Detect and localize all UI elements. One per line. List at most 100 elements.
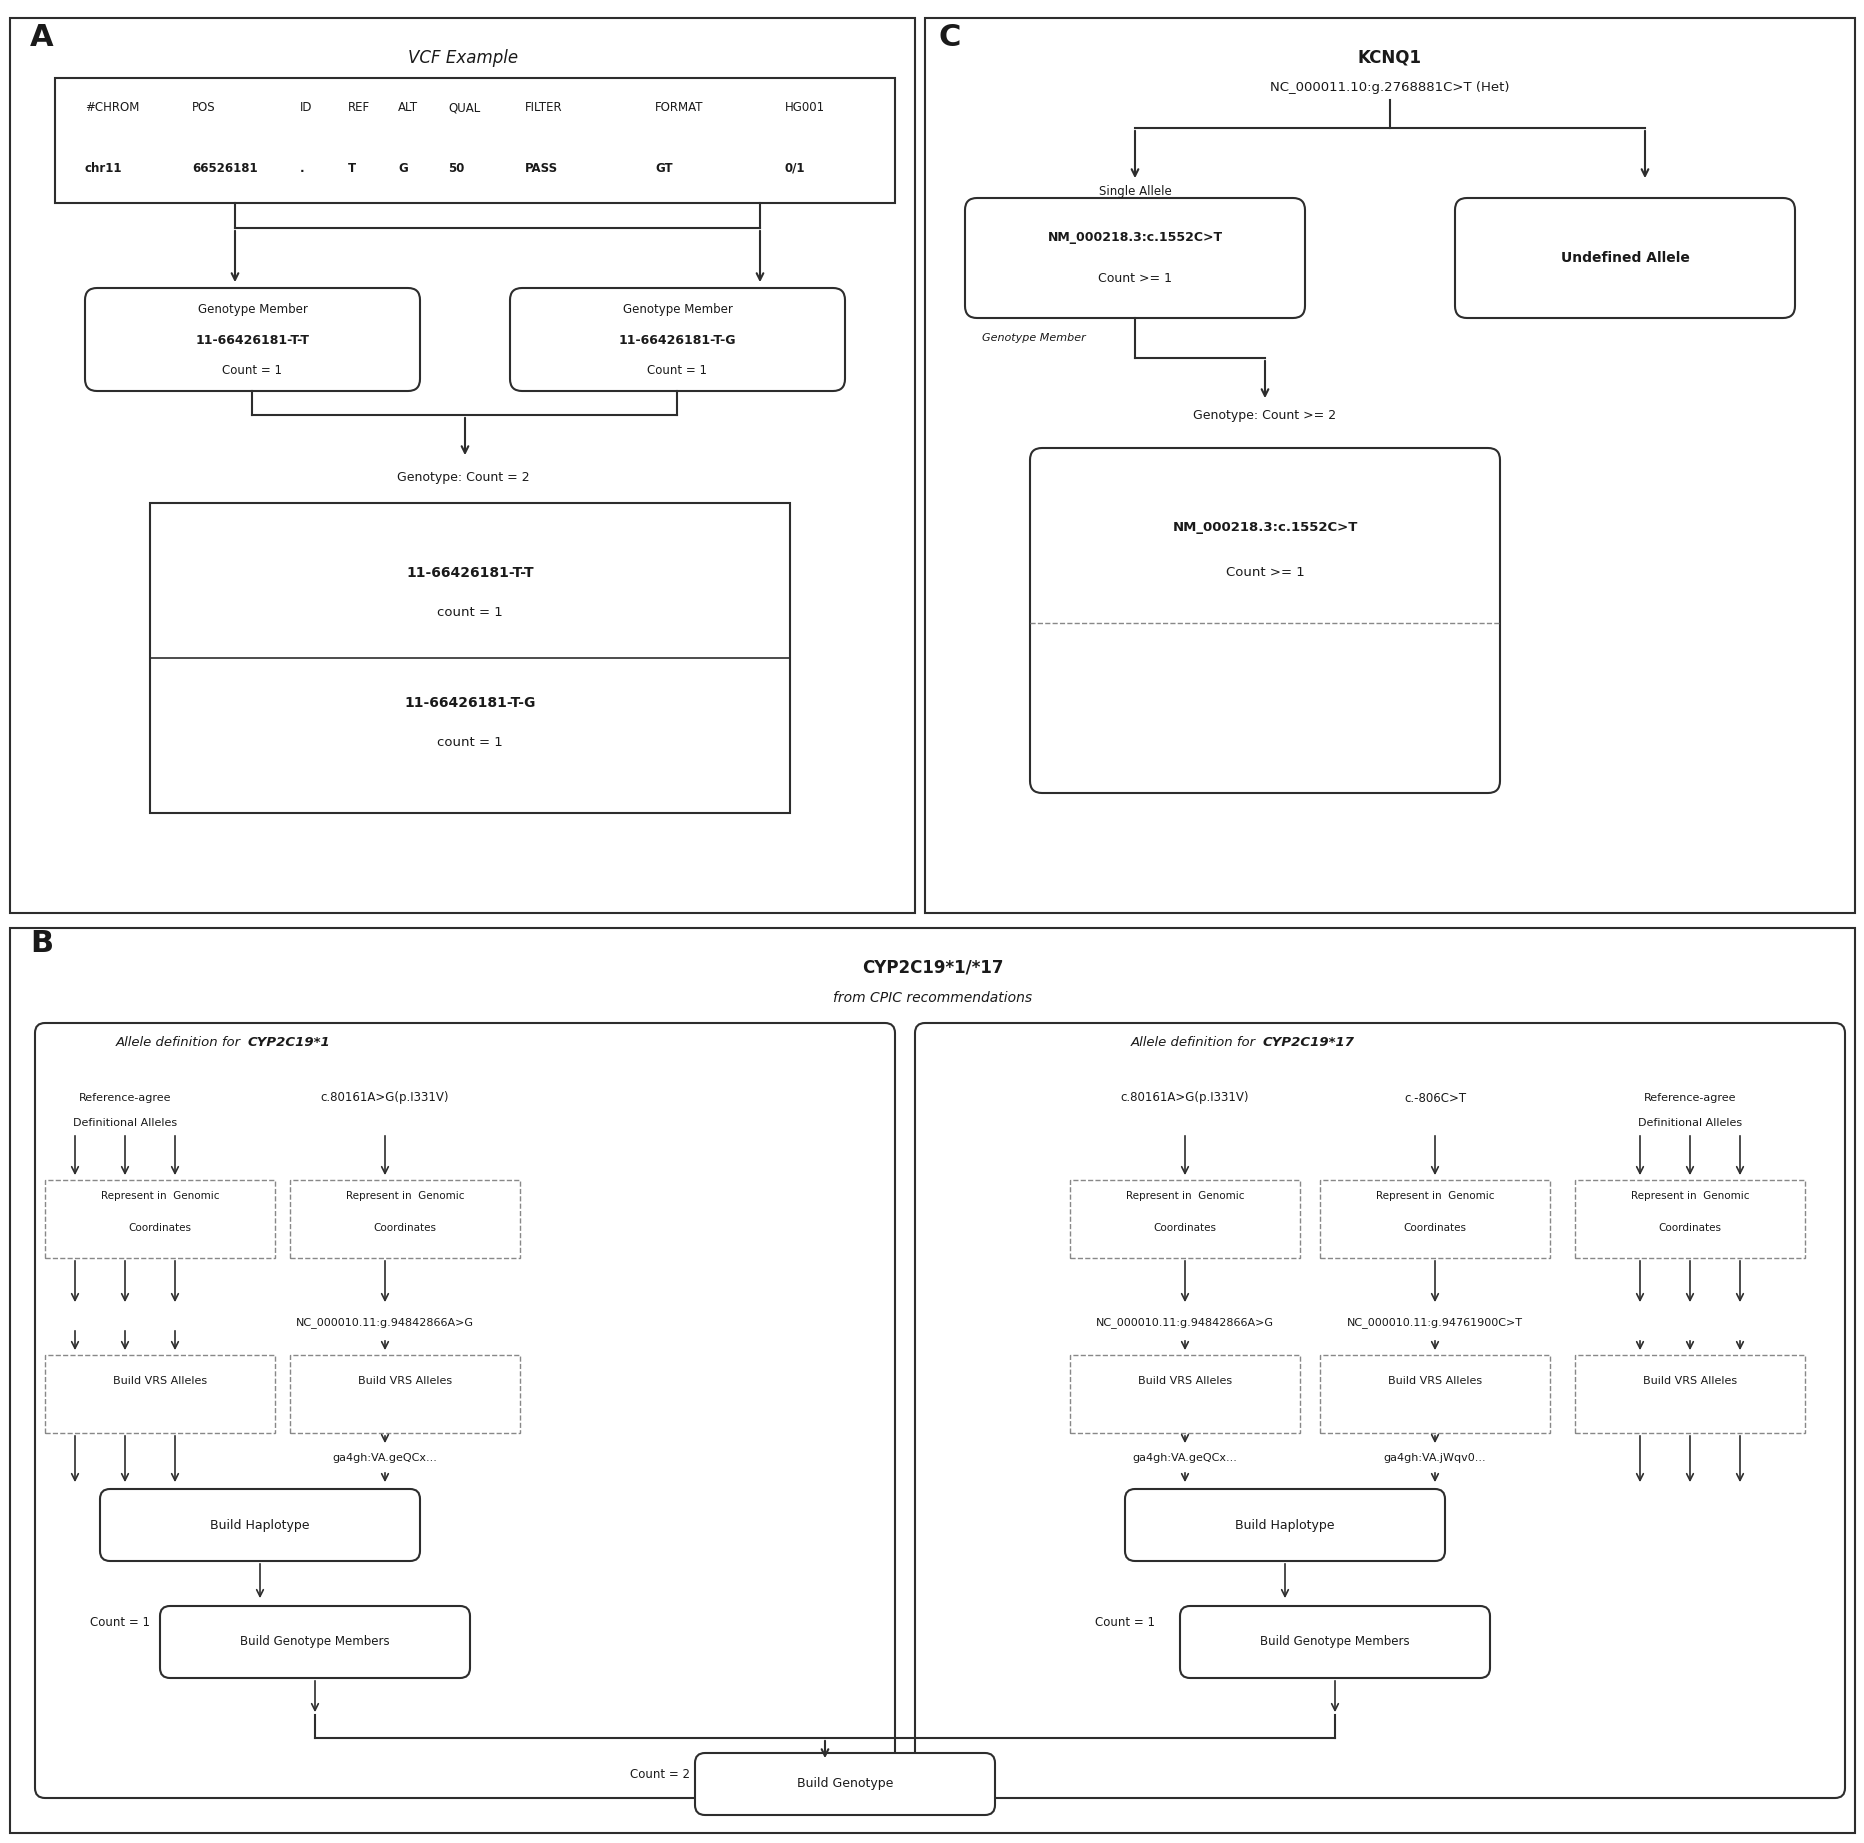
Text: c.80161A>G(p.I331V): c.80161A>G(p.I331V) bbox=[321, 1091, 449, 1104]
Text: NC_000010.11:g.94842866A>G: NC_000010.11:g.94842866A>G bbox=[296, 1318, 473, 1329]
Text: Represent in  Genomic: Represent in Genomic bbox=[101, 1191, 220, 1202]
FancyBboxPatch shape bbox=[35, 1023, 895, 1799]
Text: c.80161A>G(p.I331V): c.80161A>G(p.I331V) bbox=[1120, 1091, 1249, 1104]
Text: Definitional Alleles: Definitional Alleles bbox=[73, 1119, 177, 1128]
Bar bbox=[45, 1355, 274, 1434]
Text: 11-66426181-T-G: 11-66426181-T-G bbox=[619, 334, 736, 346]
Bar bbox=[1575, 1355, 1804, 1434]
Text: Definitional Alleles: Definitional Alleles bbox=[1637, 1119, 1741, 1128]
Text: 11-66426181-T-G: 11-66426181-T-G bbox=[404, 697, 535, 710]
Text: .: . bbox=[300, 162, 304, 175]
Text: CYP2C19*1: CYP2C19*1 bbox=[248, 1036, 330, 1049]
FancyBboxPatch shape bbox=[101, 1489, 419, 1561]
Text: count = 1: count = 1 bbox=[436, 737, 503, 750]
FancyBboxPatch shape bbox=[1029, 448, 1499, 792]
Text: Represent in  Genomic: Represent in Genomic bbox=[345, 1191, 464, 1202]
Text: A: A bbox=[30, 24, 54, 52]
Text: 11-66426181-T-T: 11-66426181-T-T bbox=[406, 566, 533, 581]
FancyBboxPatch shape bbox=[1124, 1489, 1445, 1561]
Bar bbox=[925, 18, 1855, 912]
Text: NM_000218.3:c.1552C>T: NM_000218.3:c.1552C>T bbox=[1172, 522, 1357, 534]
Text: Count = 1: Count = 1 bbox=[647, 363, 706, 376]
Text: Undefined Allele: Undefined Allele bbox=[1560, 251, 1689, 265]
Text: ALT: ALT bbox=[397, 101, 418, 114]
Bar bbox=[1070, 1180, 1299, 1259]
Text: Count = 1: Count = 1 bbox=[1094, 1616, 1154, 1629]
Bar bbox=[54, 77, 895, 203]
Text: Coordinates: Coordinates bbox=[1152, 1224, 1215, 1233]
Text: Allele definition for: Allele definition for bbox=[1130, 1036, 1260, 1049]
Text: HG001: HG001 bbox=[785, 101, 824, 114]
Text: QUAL: QUAL bbox=[447, 101, 481, 114]
Text: ga4gh:VA.geQCx...: ga4gh:VA.geQCx... bbox=[332, 1452, 438, 1463]
Bar bbox=[9, 18, 915, 912]
Bar bbox=[1070, 1355, 1299, 1434]
Text: G: G bbox=[397, 162, 408, 175]
Text: Build Haplotype: Build Haplotype bbox=[1234, 1519, 1335, 1532]
Text: NC_000010.11:g.94761900C>T: NC_000010.11:g.94761900C>T bbox=[1346, 1318, 1523, 1329]
Text: Reference-agree: Reference-agree bbox=[78, 1093, 171, 1102]
Text: Reference-agree: Reference-agree bbox=[1642, 1093, 1735, 1102]
Text: 0/1: 0/1 bbox=[785, 162, 805, 175]
Text: Represent in  Genomic: Represent in Genomic bbox=[1126, 1191, 1243, 1202]
Text: Coordinates: Coordinates bbox=[1404, 1224, 1465, 1233]
Text: FORMAT: FORMAT bbox=[654, 101, 703, 114]
Text: Count = 1: Count = 1 bbox=[222, 363, 281, 376]
Text: 50: 50 bbox=[447, 162, 464, 175]
Bar bbox=[1320, 1355, 1549, 1434]
Text: Coordinates: Coordinates bbox=[129, 1224, 192, 1233]
Text: Allele definition for: Allele definition for bbox=[116, 1036, 244, 1049]
Text: Build Genotype Members: Build Genotype Members bbox=[240, 1635, 390, 1648]
FancyBboxPatch shape bbox=[86, 288, 419, 391]
Text: Build VRS Alleles: Build VRS Alleles bbox=[1387, 1377, 1482, 1386]
Text: REF: REF bbox=[349, 101, 369, 114]
Text: PASS: PASS bbox=[526, 162, 557, 175]
Bar bbox=[289, 1355, 520, 1434]
Text: Coordinates: Coordinates bbox=[1657, 1224, 1720, 1233]
Text: Count >= 1: Count >= 1 bbox=[1225, 566, 1303, 579]
Text: 11-66426181-T-T: 11-66426181-T-T bbox=[196, 334, 309, 346]
Bar bbox=[9, 929, 1855, 1834]
Text: NM_000218.3:c.1552C>T: NM_000218.3:c.1552C>T bbox=[1048, 232, 1223, 245]
FancyBboxPatch shape bbox=[1454, 197, 1793, 319]
Text: FILTER: FILTER bbox=[526, 101, 563, 114]
Text: CYP2C19*17: CYP2C19*17 bbox=[1262, 1036, 1355, 1049]
FancyBboxPatch shape bbox=[160, 1605, 470, 1677]
FancyBboxPatch shape bbox=[915, 1023, 1843, 1799]
Text: C: C bbox=[938, 24, 960, 52]
Text: ga4gh:VA.geQCx...: ga4gh:VA.geQCx... bbox=[1131, 1452, 1238, 1463]
Text: Single Allele: Single Allele bbox=[1098, 184, 1171, 197]
Bar bbox=[1575, 1180, 1804, 1259]
Text: Build VRS Alleles: Build VRS Alleles bbox=[358, 1377, 451, 1386]
Text: GT: GT bbox=[654, 162, 673, 175]
Bar bbox=[45, 1180, 274, 1259]
Text: Build Genotype: Build Genotype bbox=[796, 1777, 893, 1791]
FancyBboxPatch shape bbox=[695, 1753, 995, 1815]
Text: Build VRS Alleles: Build VRS Alleles bbox=[114, 1377, 207, 1386]
Text: chr11: chr11 bbox=[86, 162, 123, 175]
Bar bbox=[1320, 1180, 1549, 1259]
Text: Coordinates: Coordinates bbox=[373, 1224, 436, 1233]
Text: POS: POS bbox=[192, 101, 216, 114]
Text: Genotype: Count = 2: Genotype: Count = 2 bbox=[397, 472, 529, 485]
Text: VCF Example: VCF Example bbox=[408, 50, 518, 66]
Text: Genotype Member: Genotype Member bbox=[623, 304, 733, 317]
Text: Build VRS Alleles: Build VRS Alleles bbox=[1137, 1377, 1232, 1386]
Text: Build Haplotype: Build Haplotype bbox=[211, 1519, 309, 1532]
Text: Genotype: Count >= 2: Genotype: Count >= 2 bbox=[1193, 409, 1336, 422]
Text: B: B bbox=[30, 929, 54, 958]
Text: Genotype Member: Genotype Member bbox=[982, 334, 1085, 343]
FancyBboxPatch shape bbox=[1180, 1605, 1489, 1677]
FancyBboxPatch shape bbox=[509, 288, 844, 391]
Text: count = 1: count = 1 bbox=[436, 606, 503, 619]
Bar bbox=[149, 503, 790, 813]
Bar bbox=[289, 1180, 520, 1259]
FancyBboxPatch shape bbox=[964, 197, 1305, 319]
Text: Count >= 1: Count >= 1 bbox=[1098, 271, 1171, 284]
Text: Represent in  Genomic: Represent in Genomic bbox=[1629, 1191, 1748, 1202]
Text: T: T bbox=[349, 162, 356, 175]
Text: 66526181: 66526181 bbox=[192, 162, 257, 175]
Text: CYP2C19*1/*17: CYP2C19*1/*17 bbox=[861, 958, 1003, 977]
Text: c.-806C>T: c.-806C>T bbox=[1404, 1091, 1465, 1104]
Text: from CPIC recommendations: from CPIC recommendations bbox=[833, 992, 1033, 1004]
